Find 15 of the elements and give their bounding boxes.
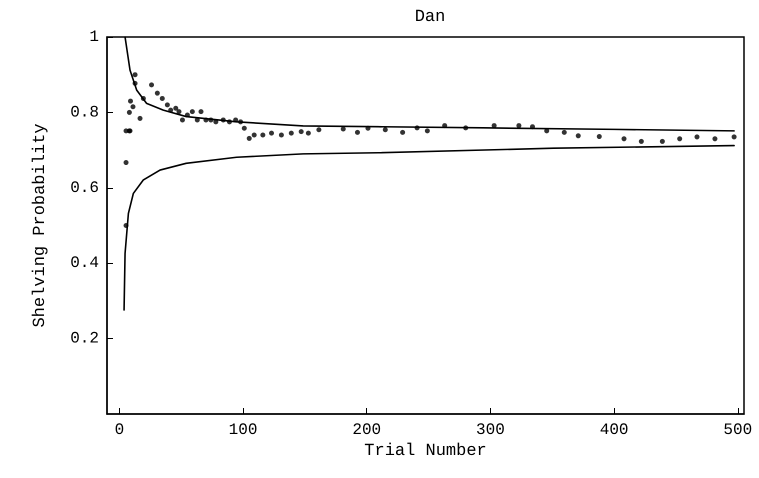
- x-tick-label: 400: [600, 421, 629, 439]
- y-tick-label: 0.4: [70, 254, 99, 272]
- chart-title: Dan: [414, 8, 446, 27]
- x-tick-label: 300: [476, 421, 505, 439]
- x-tick-label: 200: [352, 421, 382, 439]
- x-tick-label: 0: [114, 421, 124, 439]
- y-tick-label: 0.2: [70, 330, 99, 348]
- x-tick-label: 500: [723, 421, 752, 439]
- y-tick-label: 0.8: [70, 103, 99, 122]
- line-series: [123, 144, 735, 311]
- y-tick-label: 1: [89, 28, 99, 46]
- x-tick-label: 100: [228, 421, 258, 439]
- x-axis-title: Trial Number: [364, 442, 487, 461]
- y-axis-title: Shelving Probability: [31, 123, 50, 328]
- y-tick-label: 0.6: [70, 178, 99, 197]
